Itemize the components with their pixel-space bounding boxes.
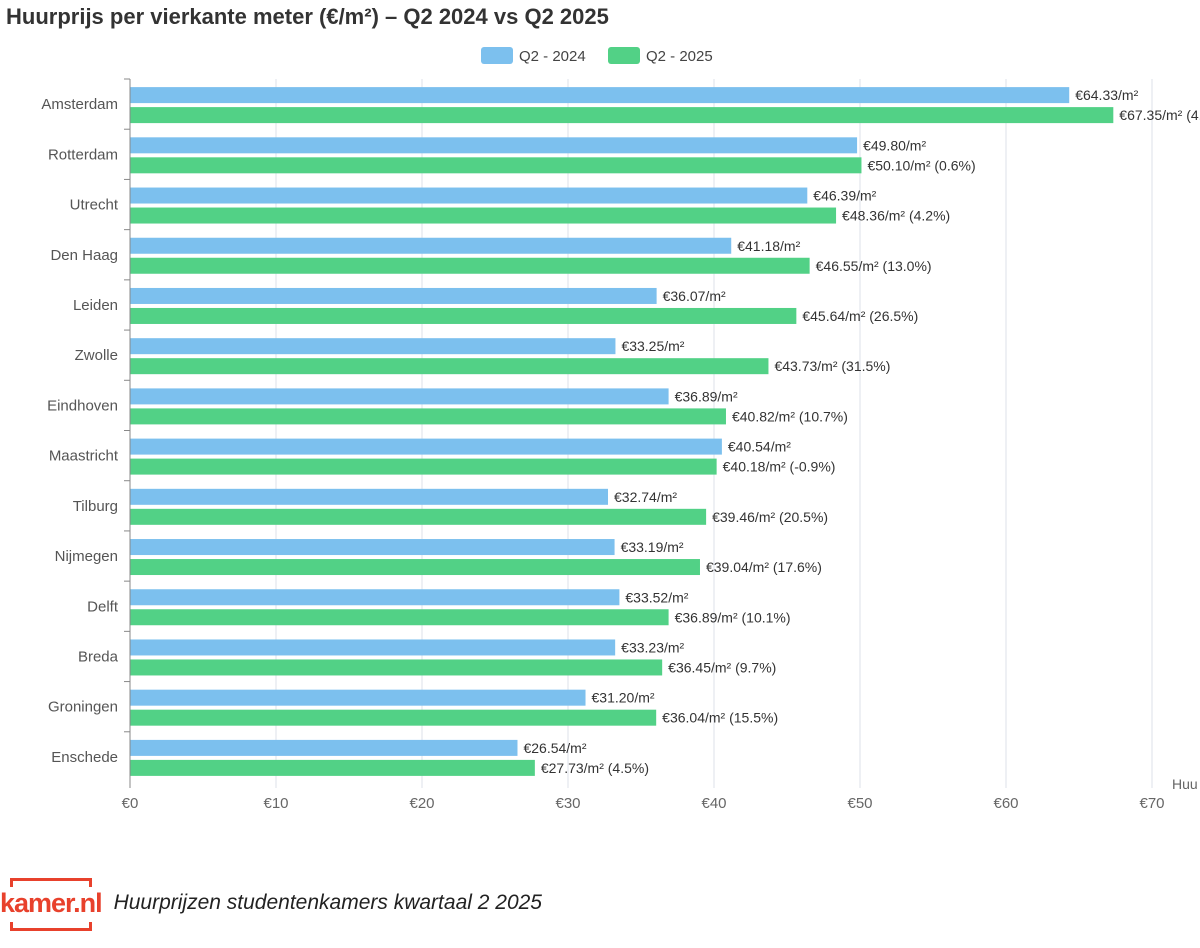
data-label: €48.36/m² (4.2%): [842, 208, 950, 224]
category-label: Enschede: [51, 749, 118, 766]
data-label: €26.54/m²: [523, 740, 586, 756]
legend-label: Q2 - 2024: [519, 48, 586, 65]
category-label: Den Haag: [50, 247, 118, 264]
category-label: Zwolle: [75, 347, 118, 364]
category-label: Breda: [78, 648, 119, 665]
data-label: €41.18/m²: [737, 238, 800, 254]
bar: [130, 739, 518, 756]
data-label: €33.52/m²: [625, 589, 688, 605]
chart-title: Huurprijs per vierkante meter (€/m²) – Q…: [6, 4, 609, 29]
bar: [130, 759, 535, 776]
bar: [130, 559, 700, 576]
x-tick-label: €10: [263, 795, 288, 812]
category-label: Eindhoven: [47, 397, 118, 414]
bar: [130, 237, 732, 254]
data-label: €27.73/m² (4.5%): [541, 760, 649, 776]
data-label: €40.18/m² (-0.9%): [723, 459, 836, 475]
category-label: Leiden: [73, 297, 118, 314]
data-label: €40.54/m²: [728, 439, 791, 455]
bar: [130, 287, 657, 304]
bar: [130, 508, 707, 525]
data-label: €46.55/m² (13.0%): [816, 258, 932, 274]
category-label: Tilburg: [73, 498, 118, 515]
category-label: Maastricht: [49, 448, 119, 465]
bar: [130, 307, 797, 324]
bar: [130, 257, 810, 274]
data-label: €46.39/m²: [813, 188, 876, 204]
bar: [130, 589, 620, 606]
bar: [130, 709, 657, 726]
bar: [130, 338, 616, 355]
category-label: Amsterdam: [41, 96, 118, 113]
bar: [130, 438, 722, 455]
bar: [130, 639, 616, 656]
bar: [130, 107, 1114, 124]
data-label: €40.82/m² (10.7%): [732, 408, 848, 424]
bar: [130, 609, 669, 626]
x-tick-label: €40: [701, 795, 726, 812]
data-label: €36.89/m² (10.1%): [675, 609, 791, 625]
category-label: Rotterdam: [48, 146, 118, 163]
data-label: €33.19/m²: [621, 539, 684, 555]
bar: [130, 488, 609, 505]
category-label: Groningen: [48, 699, 118, 716]
data-label: €50.10/m² (0.6%): [867, 157, 975, 173]
legend-label: Q2 - 2025: [646, 48, 713, 65]
footer-caption: Huurprijzen studentenkamers kwartaal 2 2…: [113, 891, 542, 914]
category-label: Delft: [87, 598, 119, 615]
category-label: Nijmegen: [55, 548, 118, 565]
bar: [130, 388, 669, 405]
x-tick-label: €30: [555, 795, 580, 812]
bar: [130, 408, 726, 425]
bar-chart: €0 €10 €20 €30 €40 €50 €60 €70 Huu Q2 - 2024 Q2 - …: [41, 47, 1200, 812]
legend-swatch: [608, 47, 640, 64]
data-label: €33.25/m²: [621, 338, 684, 354]
x-tick-label: €20: [409, 795, 434, 812]
data-label: €36.45/m² (9.7%): [668, 659, 776, 675]
data-label: €43.73/m² (31.5%): [774, 358, 890, 374]
x-tick-label: €60: [993, 795, 1018, 812]
bar: [130, 358, 769, 375]
data-label: €39.46/m² (20.5%): [712, 509, 828, 525]
data-label: €36.89/m²: [675, 388, 738, 404]
data-label: €36.07/m²: [663, 288, 726, 304]
bar: [130, 157, 862, 174]
data-label: €36.04/m² (15.5%): [662, 710, 778, 726]
data-label: €67.35/m² (4.7%): [1119, 107, 1200, 123]
x-tick-label: €50: [847, 795, 872, 812]
bar: [130, 458, 717, 475]
category-label: Utrecht: [70, 197, 119, 214]
footer: kamer.nl Huurprijzen studentenkamers kwa…: [0, 877, 542, 931]
bar: [130, 137, 858, 154]
data-label: €64.33/m²: [1075, 87, 1138, 103]
data-label: €31.20/m²: [592, 690, 655, 706]
data-label: €32.74/m²: [614, 489, 677, 505]
kamer-nl-logo: kamer.nl: [0, 877, 103, 931]
data-label: €39.04/m² (17.6%): [706, 559, 822, 575]
x-tick-label: €0: [122, 795, 139, 812]
bar: [130, 207, 837, 224]
bar: [130, 87, 1070, 104]
data-label: €33.23/m²: [621, 639, 684, 655]
x-tick-label: €70: [1139, 795, 1164, 812]
bar: [130, 689, 586, 706]
x-axis-title: Huu: [1172, 776, 1198, 792]
legend-swatch: [481, 47, 513, 64]
bar: [130, 539, 615, 556]
data-label: €49.80/m²: [863, 137, 926, 153]
data-label: €45.64/m² (26.5%): [802, 308, 918, 324]
bar: [130, 659, 663, 676]
bar: [130, 187, 808, 204]
